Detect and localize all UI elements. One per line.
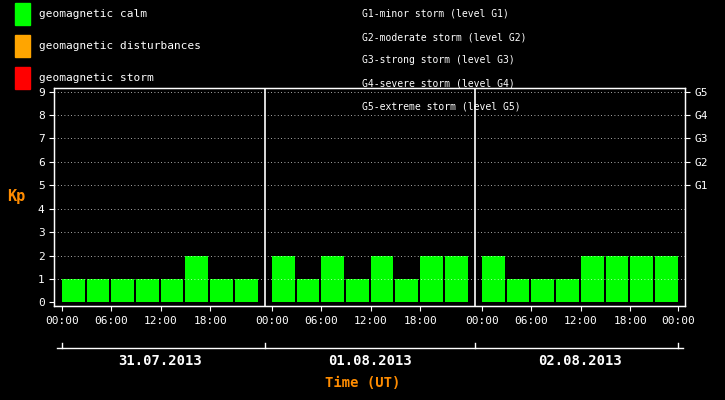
Text: 02.08.2013: 02.08.2013 <box>538 354 622 368</box>
Text: 01.08.2013: 01.08.2013 <box>328 354 412 368</box>
Bar <box>321 256 344 302</box>
Bar <box>507 279 529 302</box>
Text: Time (UT): Time (UT) <box>325 376 400 390</box>
Text: G2-moderate storm (level G2): G2-moderate storm (level G2) <box>362 32 527 42</box>
Text: geomagnetic storm: geomagnetic storm <box>39 73 154 83</box>
Text: geomagnetic calm: geomagnetic calm <box>39 9 147 19</box>
Bar <box>272 256 294 302</box>
Bar <box>420 256 443 302</box>
Text: 31.07.2013: 31.07.2013 <box>117 354 202 368</box>
Bar <box>395 279 418 302</box>
Text: Kp: Kp <box>7 190 25 204</box>
Bar <box>62 279 85 302</box>
Bar <box>556 279 579 302</box>
Bar <box>655 256 678 302</box>
Text: G5-extreme storm (level G5): G5-extreme storm (level G5) <box>362 102 521 112</box>
Bar <box>445 256 468 302</box>
Bar <box>346 279 369 302</box>
Bar <box>161 279 183 302</box>
Bar <box>111 279 134 302</box>
Bar <box>531 279 554 302</box>
Bar <box>235 279 257 302</box>
Text: G4-severe storm (level G4): G4-severe storm (level G4) <box>362 78 515 89</box>
Bar <box>186 256 208 302</box>
Text: geomagnetic disturbances: geomagnetic disturbances <box>39 41 201 51</box>
Bar <box>370 256 394 302</box>
Bar <box>630 256 653 302</box>
Bar <box>605 256 629 302</box>
Bar <box>581 256 603 302</box>
Bar <box>297 279 319 302</box>
Text: G1-minor storm (level G1): G1-minor storm (level G1) <box>362 9 510 19</box>
Text: G3-strong storm (level G3): G3-strong storm (level G3) <box>362 56 515 66</box>
Bar <box>136 279 159 302</box>
Bar <box>210 279 233 302</box>
Bar <box>86 279 109 302</box>
Bar <box>482 256 505 302</box>
